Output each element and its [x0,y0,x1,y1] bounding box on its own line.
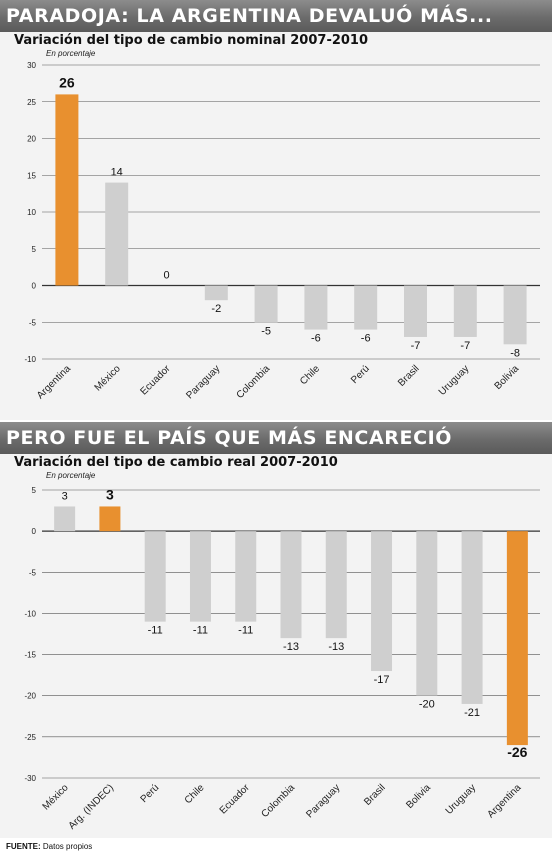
x-tick-label: Bolivia [493,363,522,392]
x-tick-label: Arg. (INDEC) [67,782,116,831]
y-tick-label: 0 [32,282,37,291]
x-tick-label: Perú [139,782,162,805]
y-tick-label: -15 [24,651,36,660]
bar-argentina [55,94,79,286]
x-tick-label: Colombia [259,782,297,820]
data-label: -6 [361,333,371,345]
y-tick-label: 15 [27,171,36,180]
x-tick-label: Argentina [485,782,523,820]
y-tick-label: 0 [32,527,37,536]
data-label: 3 [62,490,68,502]
data-label: -5 [261,325,271,337]
x-tick-label: México [41,782,71,812]
y-tick-label: 20 [27,135,36,144]
data-label: -17 [374,674,390,686]
x-tick-label: Chile [183,782,207,806]
bar-colombia [280,531,302,639]
x-tick-label: Argentina [35,363,73,401]
y-tick-label: 5 [32,245,37,254]
data-label: 14 [111,167,123,179]
chart2-unit: En porcentaje [46,471,96,480]
data-label: -8 [510,347,520,359]
x-tick-label: Paraguay [184,363,222,401]
bar-chile [304,285,328,330]
chart1-banner: PARADOJA: LA ARGENTINA DEVALUÓ MÁS... [0,0,552,32]
x-tick-label: Uruguay [444,782,479,817]
y-tick-label: -20 [24,692,36,701]
y-tick-label: 30 [27,61,36,70]
bar-colombia [254,285,278,323]
y-tick-label: -5 [29,568,37,577]
source-note: FUENTE: Datos propios [6,842,92,851]
x-tick-label: Ecuador [139,363,174,398]
y-tick-label: -25 [24,733,36,742]
y-tick-label: -30 [24,774,36,783]
bar-chile [189,531,211,622]
x-tick-label: Bolivia [404,782,433,811]
bar-per- [354,285,378,330]
data-label: -26 [507,744,527,760]
bar-brasil [371,531,393,672]
data-label: -2 [211,303,221,315]
chart1-title: Variación del tipo de cambio nominal 200… [14,33,369,48]
bar-m-xico [54,506,76,532]
data-label: -20 [419,699,435,711]
bar-paraguay [204,285,228,301]
x-tick-label: Colombia [235,363,273,401]
y-tick-label: -5 [29,318,37,327]
x-tick-label: Brasil [362,782,387,807]
data-label: 3 [106,486,114,502]
data-label: -21 [464,707,480,719]
chart1-plot: 30 25 20 15 10 5 0 -5 -10 26 Argentina 14 México 0 Ecu… [24,61,540,401]
chart2-banner: PERO FUE EL PAÍS QUE MÁS ENCARECIÓ [0,422,552,454]
source-label: FUENTE: [6,842,41,851]
data-label: -6 [311,333,321,345]
bar-ecuador [235,531,257,622]
y-tick-label: -10 [24,355,36,364]
data-label: -11 [238,625,253,637]
y-tick-label: 25 [27,98,36,107]
x-tick-label: Perú [349,363,372,386]
bar-per- [144,531,166,622]
x-tick-label: Uruguay [437,363,472,398]
data-label: 26 [59,74,75,90]
x-tick-label: Chile [298,363,322,387]
data-label: -7 [411,340,421,352]
bar-bolivia [503,285,527,345]
data-label: -11 [193,625,208,637]
chart1-unit: En porcentaje [46,49,96,58]
chart2-plot: 5 0 -5 -10 -15 -20 -25 -30 3 México 3 Arg. (INDEC) -… [24,486,540,832]
bar-argentina [506,531,528,746]
bar-bolivia [416,531,438,696]
bar-arg-indec- [99,506,121,532]
data-label: -13 [328,641,344,653]
y-tick-label: 5 [32,486,37,495]
y-tick-label: -10 [24,609,36,618]
x-tick-label: Brasil [396,363,421,388]
bar-uruguay [461,531,483,704]
chart2-title: Variación del tipo de cambio real 2007-2… [14,455,338,470]
bar-brasil [404,285,427,337]
data-label: -11 [148,625,163,637]
y-tick-label: 10 [27,208,36,217]
data-label: -13 [283,641,299,653]
x-tick-label: Paraguay [304,782,342,820]
chart1-panel: Variación del tipo de cambio nominal 200… [0,32,552,420]
source-text: Datos propios [42,842,93,851]
x-tick-label: Ecuador [218,782,253,817]
data-label: 0 [163,270,169,282]
bar-paraguay [325,531,347,639]
chart2-panel: Variación del tipo de cambio real 2007-2… [0,454,552,838]
bar-uruguay [453,285,477,337]
x-tick-label: México [93,363,123,393]
bar-m-xico [105,182,129,286]
data-label: -7 [460,340,470,352]
